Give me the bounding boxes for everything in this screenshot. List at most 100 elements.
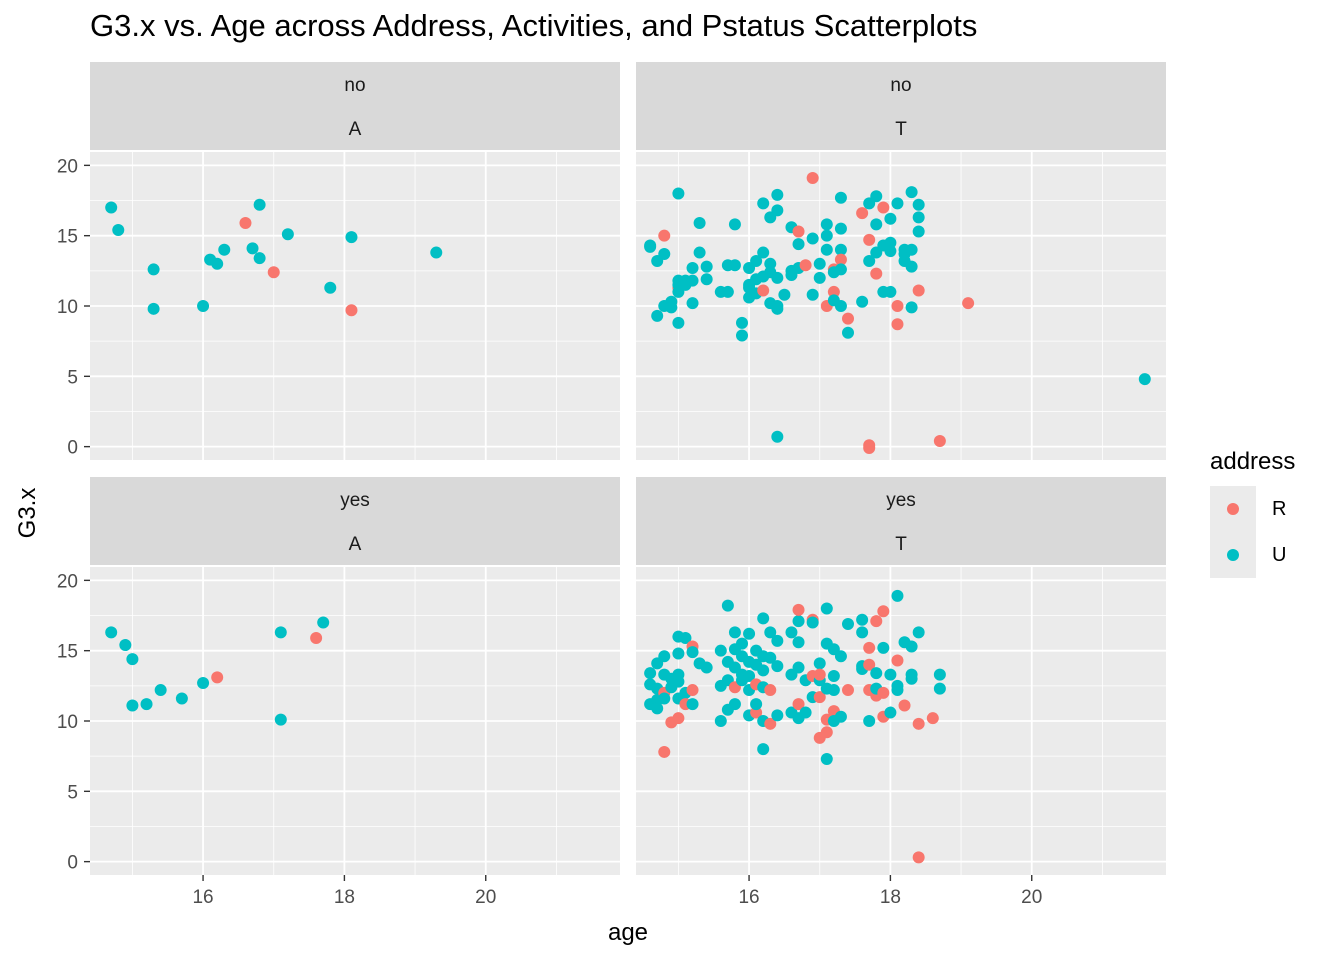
data-point-r [813,691,826,704]
data-point-u [672,647,685,660]
data-point-u [856,295,869,308]
data-point-u [757,664,770,677]
data-point-u [842,326,854,339]
data-point-u [281,228,294,241]
data-point-r [870,267,883,280]
x-tick-label: 20 [475,887,496,908]
data-point-u [813,657,826,670]
data-point-r [863,658,876,671]
facet-label-pstatus: T [895,534,907,555]
data-point-u [792,636,805,649]
data-point-u [884,706,897,719]
data-point-u [218,243,231,256]
data-point-u [211,257,224,270]
data-point-u [757,197,770,210]
data-point-u [905,260,918,273]
x-tick-label: 18 [880,887,901,908]
data-point-u [933,682,946,695]
facet-strip-activities [636,477,1166,521]
data-point-r [820,726,833,739]
data-point-u [714,644,727,657]
data-point-u [891,197,904,210]
data-point-u [651,702,664,715]
data-point-u [771,709,784,722]
data-point-u [126,699,139,712]
data-point-u [140,698,153,711]
data-point-u [736,316,748,329]
facet-label-activities: yes [886,490,916,511]
data-point-u [834,222,847,235]
data-point-u [884,668,897,681]
data-point-u [905,186,918,199]
data-point-u [771,188,784,201]
chart-title: G3.x vs. Age across Address, Activities,… [90,8,978,43]
data-point-u [834,300,847,312]
legend: address R U [1210,448,1295,578]
x-tick-label: 16 [192,887,213,908]
data-point-u [905,301,918,314]
data-point-u [863,715,876,727]
data-point-r [267,266,280,279]
legend-dot-u [1227,549,1239,561]
data-point-u [757,743,770,756]
data-point-u [274,626,287,639]
data-point-u [877,641,890,654]
data-point-r [877,605,890,618]
data-point-u [672,187,685,200]
data-point-u [658,692,671,705]
legend-swatch [1210,486,1256,532]
data-point-u [827,669,840,682]
data-point-r [863,233,876,246]
data-point-u [863,254,876,267]
x-axis-label: age [608,919,648,946]
data-point-u [105,201,118,214]
data-point-r [863,641,876,654]
data-point-u [728,698,741,711]
data-point-r [926,712,939,725]
data-point-u [126,653,139,666]
y-tick-label: 0 [67,853,78,874]
data-point-u [785,626,798,639]
data-point-r [842,684,854,697]
data-point-u [912,198,925,211]
data-point-r [856,207,869,220]
legend-swatch [1210,532,1256,578]
facet-strip-activities [90,477,620,521]
data-point-u [750,254,763,267]
data-point-u [842,617,854,630]
data-point-u [644,667,657,680]
data-point-r [658,745,671,758]
data-point-u [700,260,713,273]
data-point-u [771,430,784,443]
data-point-r [912,284,925,297]
data-point-u [1138,373,1151,386]
data-point-u [728,218,741,231]
data-point-u [820,243,833,256]
data-point-u [644,239,657,252]
y-tick-label: 20 [57,156,78,177]
data-point-u [912,225,925,238]
y-tick-label: 20 [57,571,78,592]
data-point-u [792,238,805,251]
data-point-u [147,263,160,276]
facet-label-pstatus: A [349,534,362,555]
data-point-u [813,271,826,284]
data-point-u [721,599,734,612]
facet-strip-pstatus [90,106,620,150]
facet-strip-pstatus [636,106,1166,150]
data-point-u [736,637,748,650]
data-point-u [686,262,699,275]
data-point-u [912,626,925,639]
data-point-u [764,626,777,639]
data-point-u [693,246,706,259]
data-point-u [870,667,883,680]
data-point-u [806,616,819,629]
data-point-u [771,660,784,673]
data-point-u [905,243,918,256]
data-point-r [813,668,826,681]
data-point-u [856,626,869,639]
data-point-r [658,229,671,242]
x-tick-label: 16 [738,887,759,908]
data-point-u [891,589,904,602]
